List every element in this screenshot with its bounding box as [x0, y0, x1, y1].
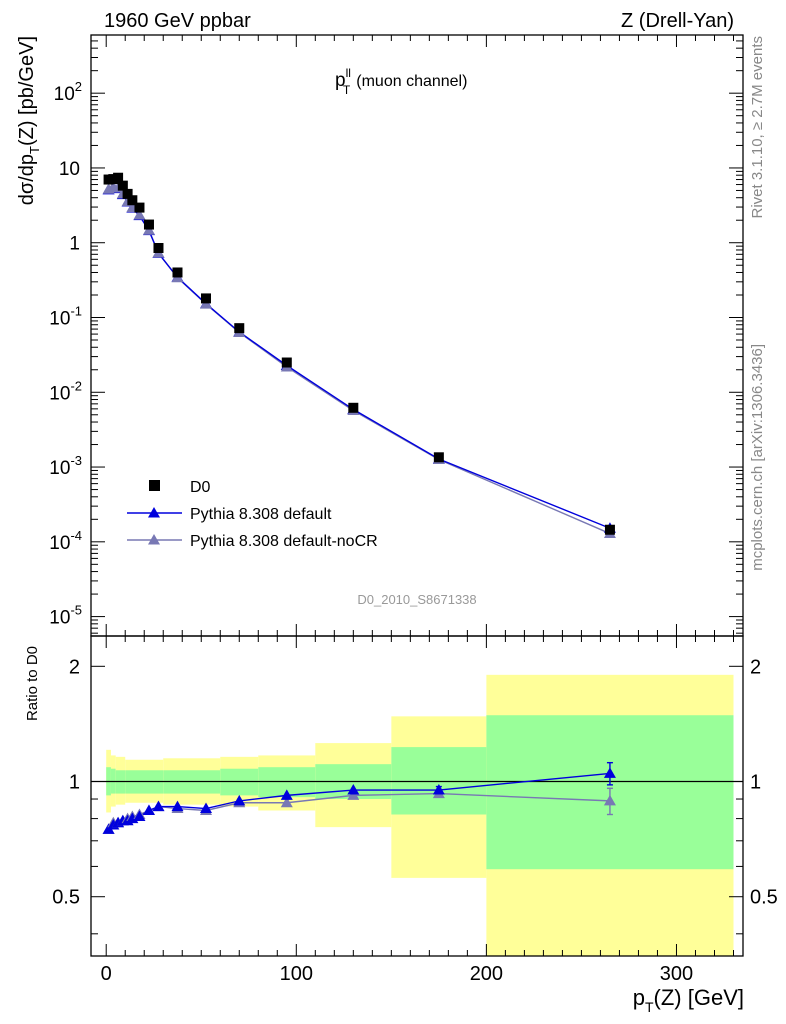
ratio-y-axis-label: Ratio to D0 — [24, 646, 41, 721]
ratio-tick-label-left: 0.5 — [52, 887, 80, 909]
y-tick-label: 10-5 — [49, 603, 82, 629]
legend-marker-triangle — [148, 534, 160, 545]
data-point — [134, 202, 145, 213]
main-panel: 10-5 10-4 10-3 10-2 10-1 1 10 102 D0 Pythia 8.308… — [49, 34, 744, 648]
x-tick-label: 300 — [660, 963, 693, 985]
ratio-marker-nocr — [347, 789, 360, 800]
legend-label: Pythia 8.308 default — [190, 506, 332, 523]
data-point — [153, 243, 164, 254]
panel-title-main: p — [335, 70, 346, 91]
top-y-axis-label-a: dσ/dp — [16, 154, 38, 205]
x-axis-label: pT(Z) [GeV] — [633, 985, 744, 1015]
data-point — [117, 180, 128, 191]
ratio-marker-nocr — [603, 794, 616, 806]
ratio-marker-default — [432, 784, 445, 795]
panel-title-sup: ll — [346, 66, 351, 80]
ratio-tick-label-left: 2 — [69, 656, 80, 678]
series-line-nocr — [108, 186, 611, 535]
ratio-marker-nocr — [280, 796, 293, 808]
mcplots-label: mcplots.cern.ch [arXiv:1306.3436] — [749, 344, 766, 571]
main-panel-frame — [90, 34, 744, 637]
ratio-marker-default — [347, 784, 360, 795]
series-line-default — [108, 186, 611, 529]
header-beam-label: 1960 GeV ppbar — [104, 10, 251, 32]
panel-title: pll T (muon channel) — [335, 66, 467, 97]
y-tick-label: 10 — [59, 159, 80, 180]
data-point — [348, 402, 359, 413]
legend-marker-triangle — [148, 507, 160, 518]
legend-marker-square — [149, 480, 160, 491]
y-tick-label: 10-2 — [49, 378, 82, 404]
ratio-tick-label-right: 2 — [750, 656, 761, 678]
y-tick-label: 10-3 — [49, 453, 82, 479]
ratio-tick-label-right: 1 — [750, 772, 761, 794]
uncertainty-band-inner — [391, 747, 487, 815]
x-tick-label: 0 — [101, 963, 112, 985]
data-point — [201, 293, 212, 304]
data-point — [604, 524, 615, 535]
top-y-axis-label: dσ/dpT(Z) [pb/GeV] — [16, 36, 42, 205]
data-point — [122, 188, 133, 199]
data-point — [234, 323, 245, 334]
y-tick-label: 1 — [69, 234, 80, 255]
ratio-marker-default — [280, 789, 293, 800]
ratio-marker-default — [133, 810, 146, 822]
x-tick-label: 200 — [470, 963, 503, 985]
data-point — [113, 172, 124, 183]
ratio-marker-default — [142, 804, 155, 815]
top-y-axis-label-b: (Z) [pb/GeV] — [16, 36, 38, 146]
data-point — [143, 219, 154, 230]
rivet-label: Rivet 3.1.10, ≥ 2.7M events — [749, 36, 766, 219]
ratio-marker-default — [603, 767, 616, 778]
header-process-label: Z (Drell-Yan) — [621, 10, 734, 32]
ratio-marker-default — [171, 800, 184, 812]
analysis-id: D0_2010_S8671338 — [357, 592, 476, 607]
ratio-panel: 0 100 200 300 0.5 0.5 1 1 2 2 — [52, 635, 778, 985]
y-tick-label: 102 — [54, 79, 82, 105]
panel-title-suffix: (muon channel) — [356, 73, 467, 90]
y-tick-label: 10-1 — [49, 303, 82, 329]
y-tick-label: 10-4 — [49, 528, 82, 554]
data-point — [281, 357, 292, 368]
legend-label: D0 — [190, 479, 211, 496]
ratio-panel-frame — [90, 635, 744, 957]
top-y-axis-label-sub: T — [27, 146, 42, 154]
data-point — [127, 195, 138, 206]
ratio-tick-label-right: 0.5 — [750, 887, 778, 909]
ratio-marker-default — [152, 800, 165, 812]
ratio-marker-default — [200, 802, 213, 814]
marker-nocr — [133, 208, 146, 220]
x-axis-label-a: p — [633, 985, 645, 1010]
data-point — [172, 267, 183, 278]
x-axis-label-sub: T — [645, 999, 654, 1015]
legend-item: Pythia 8.308 default-noCR — [127, 533, 378, 550]
legend-label: Pythia 8.308 default-noCR — [190, 533, 378, 550]
panel-title-sub: T — [343, 83, 351, 97]
ratio-marker-default — [233, 794, 246, 806]
ratio-tick-label-left: 1 — [69, 772, 80, 794]
legend-item: Pythia 8.308 default — [127, 506, 332, 523]
legend-item: D0 — [149, 479, 211, 496]
data-point — [433, 452, 444, 463]
x-tick-label: 100 — [280, 963, 313, 985]
x-axis-label-b: (Z) [GeV] — [654, 985, 744, 1010]
